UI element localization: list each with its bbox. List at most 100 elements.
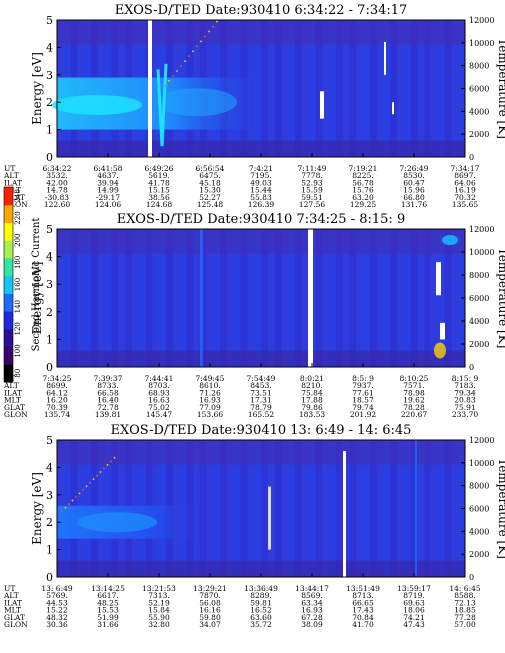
background-texture <box>417 440 425 577</box>
table-cell: 18.06 <box>403 606 425 615</box>
table-cell: -29.17 <box>96 193 120 202</box>
table-cell: 5619. <box>148 171 169 180</box>
table-cell: 7:34:17 <box>451 164 480 173</box>
table-cell: 52.93 <box>301 178 323 187</box>
table-row-label: MLT <box>4 396 21 405</box>
y-tick-label: 2 <box>46 306 53 319</box>
table-row-label: MLT <box>4 606 21 615</box>
table-cell: 7778. <box>301 171 322 180</box>
table-cell: 75.91 <box>454 403 475 412</box>
y2-axis-label: Temperature [K] <box>496 458 505 559</box>
table-cell: 44.53 <box>46 598 68 607</box>
table-cell: 16.93 <box>301 606 323 615</box>
y2-tick-label: 0 <box>469 573 474 582</box>
y2-tick-label: 2000 <box>469 550 489 559</box>
table-cell: 6:56:54 <box>196 164 225 173</box>
background-texture <box>63 229 72 367</box>
table-row-label: GLON <box>4 620 28 629</box>
table-cell: 17.31 <box>250 396 271 405</box>
background-texture <box>145 229 153 367</box>
dispersion-dot <box>113 456 116 459</box>
table-cell: 38.56 <box>148 193 170 202</box>
table-cell: 72.13 <box>454 598 476 607</box>
table-cell: 18.57 <box>352 396 374 405</box>
background-texture <box>315 229 323 367</box>
background-texture <box>84 229 92 367</box>
y2-tick-label: 6000 <box>469 294 489 303</box>
dispersion-dot <box>89 481 91 484</box>
background-texture <box>301 20 310 157</box>
colorbar-segment <box>4 346 13 365</box>
background-texture <box>220 229 228 367</box>
background-texture <box>261 229 269 367</box>
table-cell: 72.78 <box>97 403 119 412</box>
background-texture <box>397 440 405 577</box>
y2-tick-label: 10000 <box>469 459 494 468</box>
y2-tick-label: 6000 <box>469 85 489 94</box>
table-cell: 7:39:37 <box>94 374 123 383</box>
table-cell: 16.16 <box>199 606 221 615</box>
table-cell: 68.93 <box>148 388 170 397</box>
table-cell: 127.56 <box>299 200 325 209</box>
table-cell: 6:34:22 <box>43 164 72 173</box>
dispersion-dot <box>103 467 105 470</box>
background-texture <box>111 229 119 367</box>
background-texture <box>295 229 303 367</box>
table-cell: 15.96 <box>403 186 425 195</box>
background-texture <box>118 229 126 367</box>
background-texture <box>172 229 180 367</box>
background-texture <box>206 229 214 367</box>
table-cell: 19.62 <box>403 396 425 405</box>
table-cell: 124.06 <box>95 200 121 209</box>
dispersion-dot <box>208 30 210 33</box>
table-cell: 63.60 <box>250 613 272 622</box>
background-texture <box>97 229 106 367</box>
burst-feature <box>392 102 394 115</box>
dispersion-dot <box>78 492 81 495</box>
dispersion-dot <box>188 55 190 58</box>
table-cell: 17.43 <box>352 606 374 615</box>
background-texture <box>131 229 140 367</box>
table-cell: 75.02 <box>148 403 170 412</box>
table-cell: 38.09 <box>301 620 323 629</box>
table-cell: 233.70 <box>452 410 478 419</box>
table-cell: 7:44:41 <box>145 374 174 383</box>
upper-energy-shade <box>57 440 465 465</box>
background-texture <box>308 20 316 157</box>
background-texture <box>451 229 459 367</box>
table-cell: 165.52 <box>248 410 274 419</box>
table-row-label: GLAT <box>4 613 25 622</box>
dispersion-dot <box>61 510 63 513</box>
table-cell: 6:49:26 <box>145 164 174 173</box>
background-texture <box>308 440 316 577</box>
background-texture <box>254 229 262 367</box>
y2-tick-label: 8000 <box>469 482 489 491</box>
table-cell: 8289. <box>250 591 271 600</box>
table-cell: 78.79 <box>250 403 272 412</box>
data-gap <box>308 229 313 367</box>
table-cell: 52.19 <box>148 598 170 607</box>
dispersion-dot <box>71 499 74 502</box>
dispersion-dot <box>85 485 88 488</box>
background-texture <box>376 229 384 367</box>
table-cell: 129.25 <box>350 200 376 209</box>
data-gap <box>440 322 445 340</box>
dispersion-dot <box>164 84 166 87</box>
colorbar-tick-label: 160 <box>14 278 22 291</box>
y-tick-label: 1 <box>46 124 53 137</box>
table-cell: 79.74 <box>352 403 374 412</box>
table-cell: 13:21:53 <box>142 584 176 593</box>
table-cell: 7183. <box>454 381 475 390</box>
table-cell: 13:14:25 <box>91 584 125 593</box>
table-cell: 15.22 <box>46 606 68 615</box>
upper-energy-shade <box>57 229 465 254</box>
table-cell: 6475. <box>199 171 220 180</box>
y-axis-label: Energy [eV] <box>30 472 44 545</box>
table-cell: 8699. <box>46 381 67 390</box>
table-row-label: GLAT <box>4 193 25 202</box>
lower-energy-shade <box>57 140 465 157</box>
table-cell: 64.06 <box>454 178 476 187</box>
table-cell: 5769. <box>46 591 67 600</box>
table-cell: 8:0:21 <box>300 374 324 383</box>
background-texture <box>281 440 289 577</box>
